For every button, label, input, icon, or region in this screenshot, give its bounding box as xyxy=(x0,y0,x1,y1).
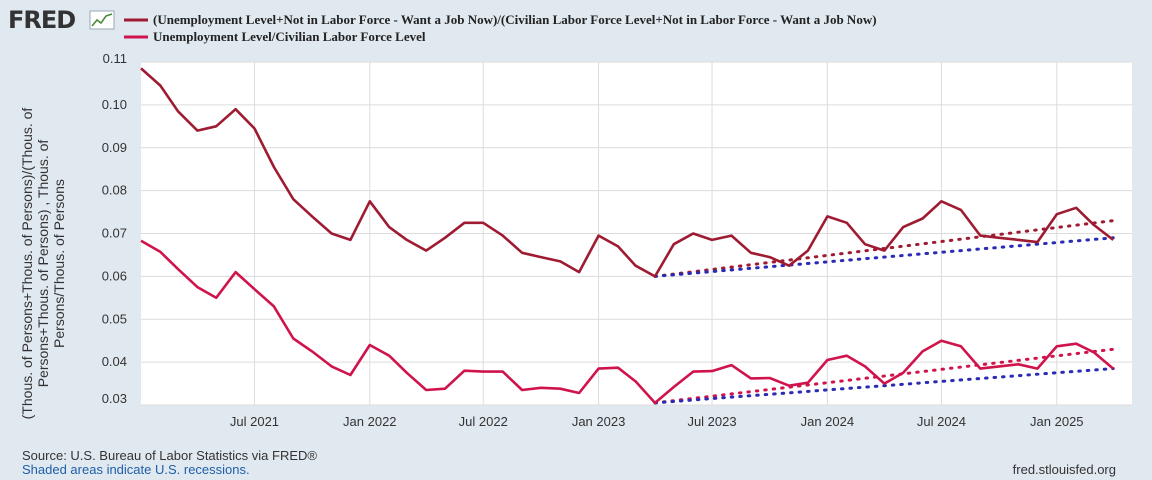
fred-url[interactable]: fred.stlouisfed.org xyxy=(1013,462,1116,477)
recessions-note: Shaded areas indicate U.S. recessions. xyxy=(22,462,250,477)
x-tick-label: Jul 2024 xyxy=(917,414,966,429)
fred-logo[interactable]: FRED xyxy=(8,6,115,34)
x-axis-ticks: Jul 2021 Jan 2022 Jul 2022 Jan 2023 Jul 2023… xyxy=(230,414,1084,429)
x-tick-label: Jan 2024 xyxy=(801,414,855,429)
trendline xyxy=(653,347,1115,405)
trendline xyxy=(653,236,1115,278)
trendlines xyxy=(653,219,1115,405)
series-line-1 xyxy=(140,67,1114,278)
fred-chart-icon xyxy=(89,10,115,30)
y-tick-label: 0.10 xyxy=(102,97,127,112)
x-tick-label: Jan 2025 xyxy=(1030,414,1084,429)
x-tick-label: Jul 2021 xyxy=(230,414,279,429)
gridlines xyxy=(141,61,1132,406)
y-tick-label: 0.11 xyxy=(103,51,127,66)
legend-label: (Unemployment Level+Not in Labor Force -… xyxy=(153,12,877,27)
legend: (Unemployment Level+Not in Labor Force -… xyxy=(124,12,877,44)
fred-logo-text: FRED xyxy=(8,6,75,34)
x-tick-label: Jan 2023 xyxy=(572,414,626,429)
series-line-2 xyxy=(140,239,1115,405)
recessions-link[interactable]: Shaded areas indicate U.S. recessions. xyxy=(22,462,250,477)
y-axis-label-line: (Thous. of Persons+Thous. of Persons)/(T… xyxy=(19,108,35,420)
y-tick-label: 0.04 xyxy=(102,354,127,369)
y-tick-label: 0.08 xyxy=(102,183,127,198)
legend-label: Unemployment Level/Civilian Labor Force … xyxy=(153,29,426,44)
y-tick-label: 0.09 xyxy=(102,140,127,155)
trendline xyxy=(653,367,1115,405)
y-tick-label: 0.05 xyxy=(102,311,127,326)
x-tick-label: Jul 2023 xyxy=(687,414,736,429)
source-note: Source: U.S. Bureau of Labor Statistics … xyxy=(22,448,317,463)
series-lines xyxy=(140,67,1115,405)
y-axis-label: (Thous. of Persons+Thous. of Persons)/(T… xyxy=(19,108,67,420)
trendline xyxy=(653,219,1115,278)
y-tick-label: 0.03 xyxy=(102,391,127,406)
y-axis-ticks: 0.03 0.04 0.05 0.06 0.07 0.08 0.09 0.10 0.11 xyxy=(102,51,127,406)
x-tick-label: Jul 2022 xyxy=(459,414,508,429)
y-tick-label: 0.06 xyxy=(102,268,127,283)
y-axis-label-line: Persons/Thous. of Persons xyxy=(51,179,67,348)
y-tick-label: 0.07 xyxy=(102,226,127,241)
x-tick-label: Jan 2022 xyxy=(343,414,397,429)
y-axis-label-line: Persons+Thous. of Persons) , Thous. of xyxy=(35,140,51,388)
